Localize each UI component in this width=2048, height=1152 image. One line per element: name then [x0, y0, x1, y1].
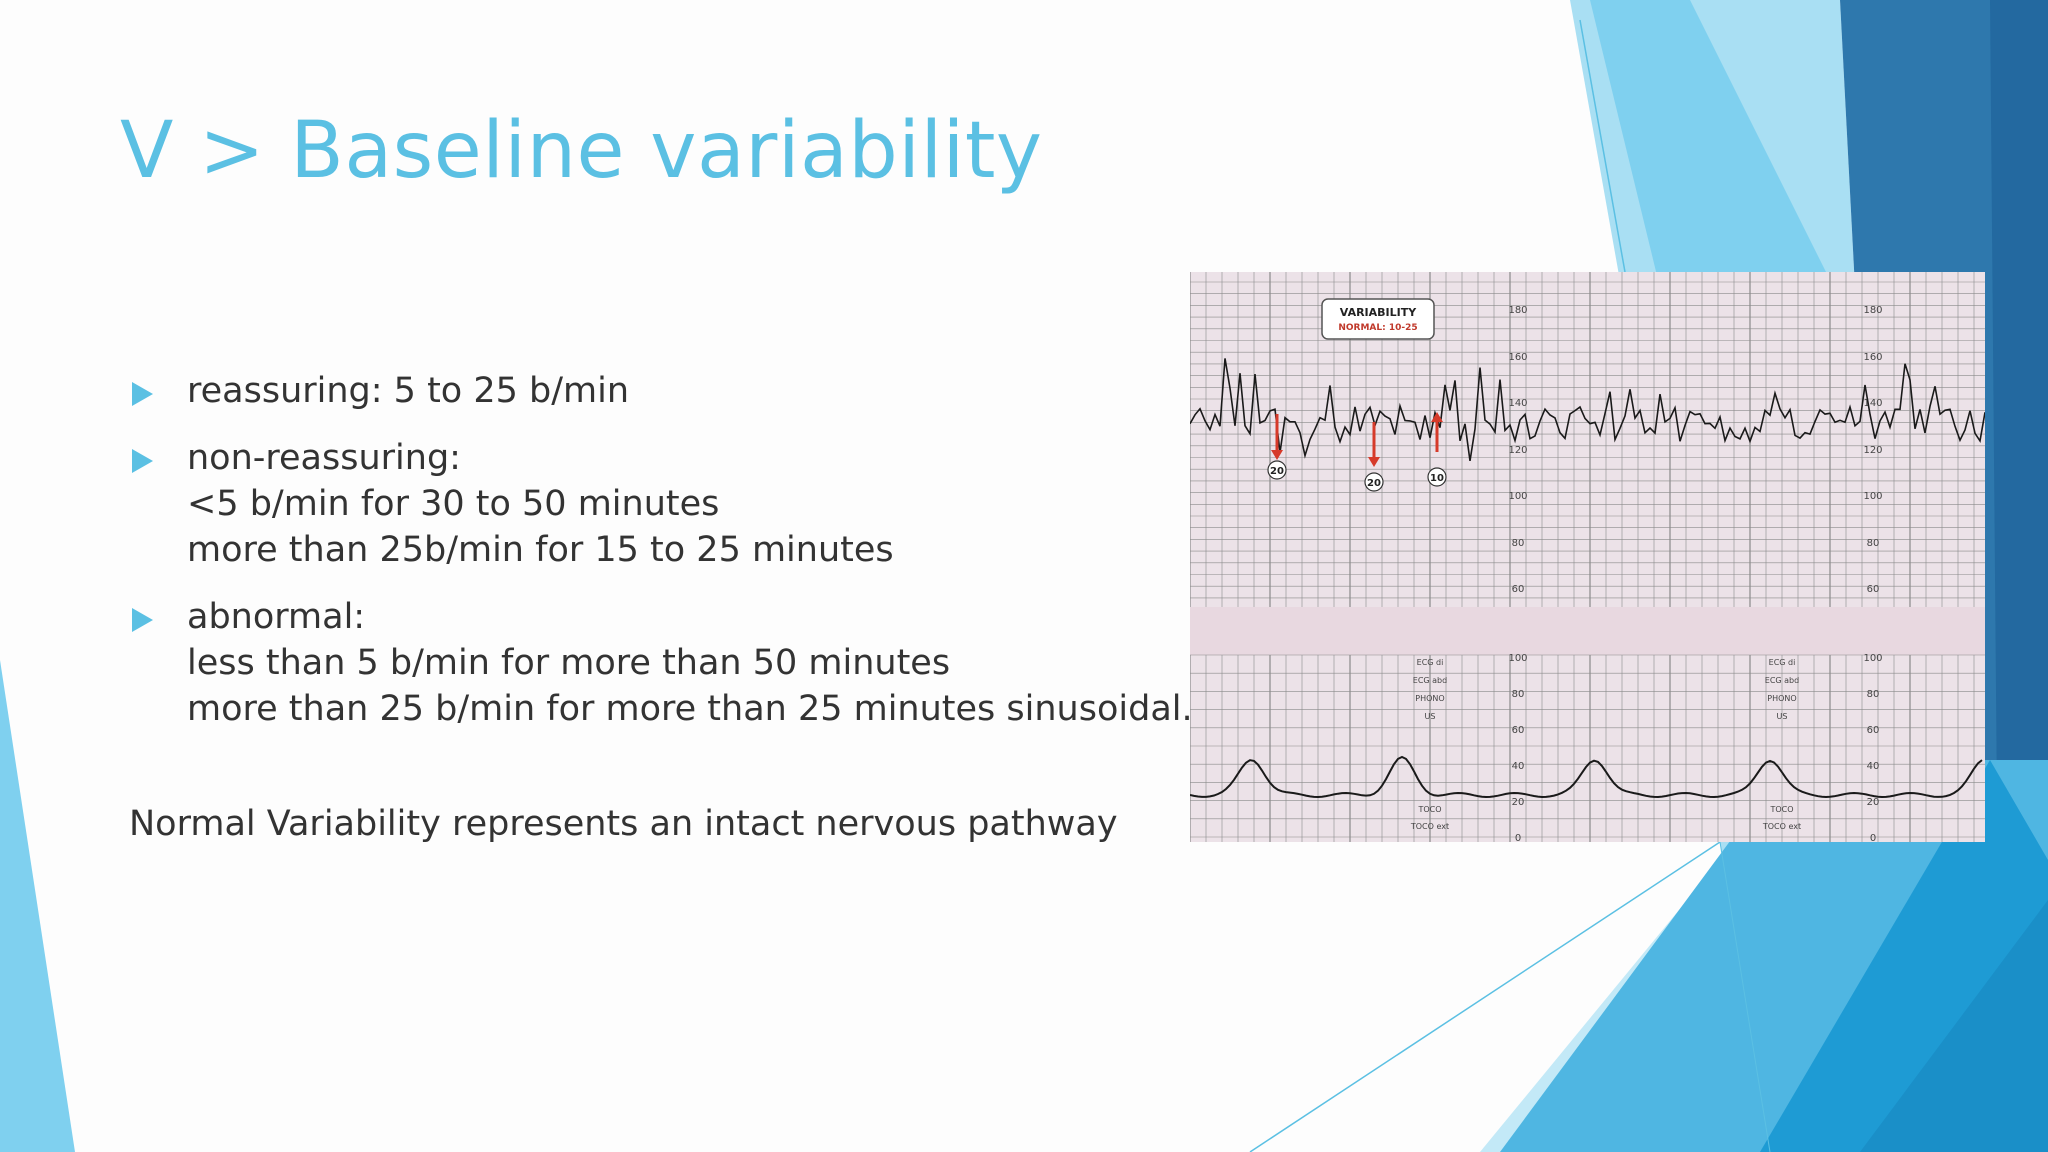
bullet-subtext: less than 5 b/min for more than 50 minut…: [187, 643, 951, 683]
bullet-text: reassuring: 5 to 25 b/min: [187, 371, 630, 411]
bullet-reassuring: reassuring: 5 to 25 b/min: [132, 368, 1193, 414]
channel-label: US: [1425, 712, 1436, 721]
toco-scale-label: 100: [1863, 653, 1882, 664]
fhr-scale-label: 120: [1508, 445, 1527, 456]
toco-scale-label: 100: [1508, 653, 1527, 664]
bottom-right-triangle: [1860, 900, 2048, 1152]
channel-label: TOCO: [1769, 805, 1793, 814]
fhr-scale-label: 140: [1863, 398, 1882, 409]
channel-label: PHONO: [1415, 694, 1444, 703]
toco-trace: [1190, 755, 1983, 799]
bullet-subtext: more than 25 b/min for more than 25 minu…: [187, 689, 1193, 729]
footnote: Normal Variability represents an intact …: [129, 804, 1118, 844]
marker-label: 20: [1367, 478, 1381, 489]
ctg-toco-panel: [1190, 655, 1985, 842]
ctg-channel-labels: ECG di ECG abd PHONO US TOCO TOCO ext ECG di EC…: [1410, 658, 1801, 831]
bullet-text: abnormal:: [187, 597, 366, 637]
channel-label: TOCO ext: [1762, 822, 1801, 831]
channel-label: PHONO: [1767, 694, 1796, 703]
channel-label: ECG abd: [1765, 676, 1799, 685]
toco-scale-label: 80: [1867, 689, 1880, 700]
thin-line-1: [1579, 19, 1626, 273]
channel-label: ECG di: [1769, 658, 1796, 667]
fhr-scale-label: 140: [1508, 398, 1527, 409]
marker-3: 10: [1427, 412, 1447, 487]
toco-scale-label: 0: [1515, 833, 1521, 842]
channel-label: ECG abd: [1413, 676, 1447, 685]
ctg-strip-image: 1801601401201008060100806040200180160140…: [1190, 272, 1985, 842]
fhr-scale-label: 160: [1508, 352, 1527, 363]
thin-line-3: [1719, 841, 1771, 1152]
fhr-scale-label: 80: [1867, 538, 1880, 549]
fhr-scale-label: 120: [1863, 445, 1882, 456]
marker-2: 20: [1364, 422, 1384, 492]
fhr-trace: [1190, 358, 1985, 462]
variability-label-box: VARIABILITY NORMAL: 10-25: [1321, 298, 1435, 340]
fhr-scale-label: 80: [1512, 538, 1525, 549]
channel-label: ECG di: [1417, 658, 1444, 667]
bullet-arrow-icon: [132, 449, 153, 473]
bullet-subtext: more than 25b/min for 15 to 25 minutes: [187, 530, 894, 570]
fhr-scale-label: 180: [1863, 305, 1882, 316]
marker-1: 20: [1267, 414, 1287, 480]
variability-box-title: VARIABILITY: [1340, 306, 1417, 319]
thin-line-2: [1249, 841, 1721, 1152]
marker-label: 20: [1270, 466, 1284, 477]
bullet-text: non-reassuring:: [187, 438, 461, 478]
variability-box-subtitle: NORMAL: 10-25: [1338, 323, 1417, 333]
bullet-list: reassuring: 5 to 25 b/min non-reassuring…: [132, 368, 1193, 753]
fhr-scale-label: 100: [1508, 491, 1527, 502]
fhr-scale-label: 160: [1863, 352, 1882, 363]
toco-scale-label: 80: [1512, 689, 1525, 700]
bullet-arrow-icon: [132, 382, 153, 406]
left-light-wedge: [0, 660, 75, 1152]
toco-scale-label: 60: [1512, 725, 1525, 736]
fhr-scale-label: 100: [1863, 491, 1882, 502]
page-title: V > Baseline variability: [120, 106, 1043, 196]
bullet-non-reassuring: non-reassuring: <5 b/min for 30 to 50 mi…: [132, 435, 1193, 573]
bullet-subtext: <5 b/min for 30 to 50 minutes: [187, 484, 720, 524]
ctg-separator-band: [1190, 607, 1985, 655]
toco-scale-label: 20: [1867, 797, 1880, 808]
channel-label: TOCO: [1417, 805, 1441, 814]
toco-scale-label: 20: [1512, 797, 1525, 808]
toco-scale-label: 40: [1512, 761, 1525, 772]
toco-scale-label: 60: [1867, 725, 1880, 736]
bullet-abnormal: abnormal: less than 5 b/min for more tha…: [132, 594, 1193, 732]
fhr-scale-label: 180: [1508, 305, 1527, 316]
fhr-scale-label: 60: [1867, 584, 1880, 595]
toco-scale-label: 40: [1867, 761, 1880, 772]
channel-label: US: [1777, 712, 1788, 721]
ctg-scale-labels: 1801601401201008060100806040200180160140…: [1508, 305, 1882, 842]
ctg-markers: 20 20 10: [1267, 412, 1447, 492]
fhr-scale-label: 60: [1512, 584, 1525, 595]
toco-scale-label: 0: [1870, 833, 1876, 842]
bullet-arrow-icon: [132, 608, 153, 632]
marker-label: 10: [1430, 473, 1444, 484]
channel-label: TOCO ext: [1410, 822, 1449, 831]
